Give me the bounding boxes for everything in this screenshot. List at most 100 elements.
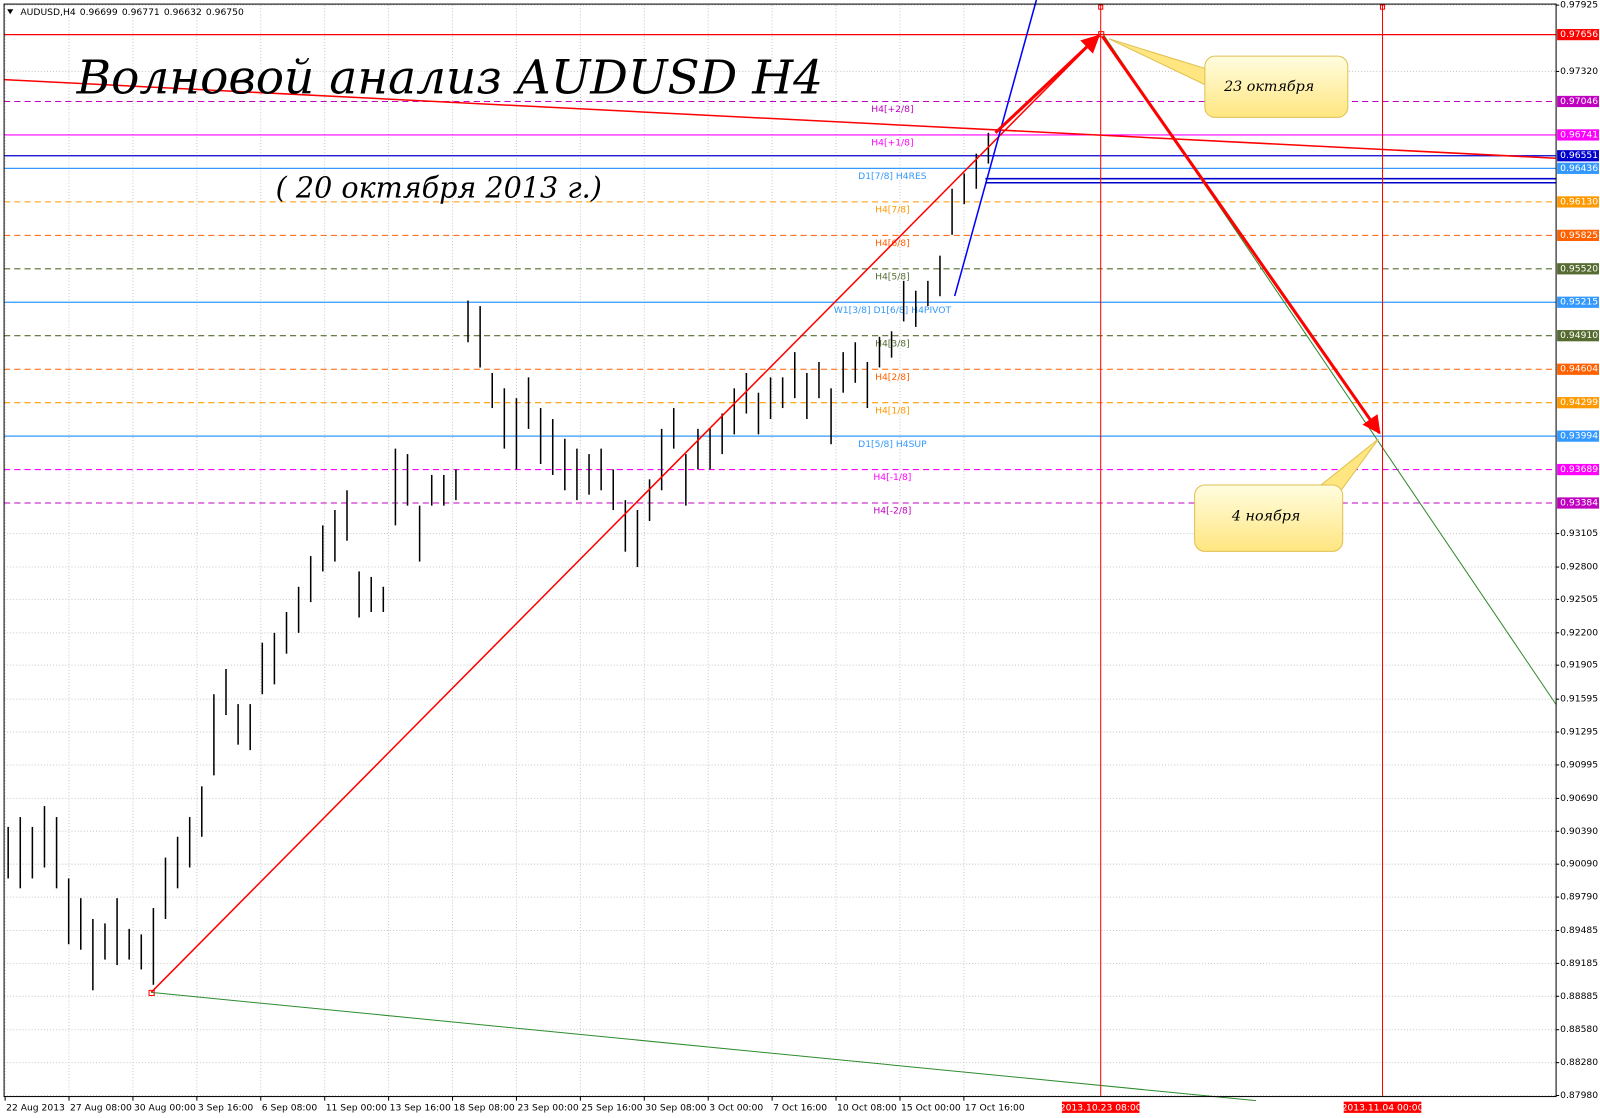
level-label: H4[-2/8] — [873, 506, 911, 517]
menu-triangle — [7, 9, 14, 15]
x-tick-label: 7 Oct 16:00 — [773, 1102, 827, 1113]
y-tick-label: 0.92800 — [1560, 562, 1598, 573]
symbol: AUDUSD,H4 — [20, 7, 75, 18]
level-price-box — [1557, 229, 1599, 241]
time-marker-box — [1061, 1101, 1140, 1113]
y-tick-label: 0.88280 — [1560, 1057, 1598, 1068]
level-price-label: 0.95520 — [1560, 263, 1598, 274]
level-price-label: 0.97046 — [1560, 96, 1598, 107]
level-label: H4[+1/8] — [871, 138, 913, 149]
level-price-box — [1557, 150, 1599, 162]
levels: H4[+2/8]H4[+1/8]D1[7/8] H4RESH4[7/8]H4[6… — [4, 33, 1557, 517]
callouts: 23 октября 4 ноября — [1108, 38, 1379, 552]
x-tick-label: 27 Aug 08:00 — [70, 1102, 132, 1113]
x-tick-label: 15 Oct 00:00 — [901, 1102, 961, 1113]
x-tick-label: 3 Sep 16:00 — [198, 1102, 254, 1113]
quote-value: 0.96699 — [80, 7, 118, 18]
level-price-box — [1557, 296, 1599, 308]
level-price-label: 0.94299 — [1560, 397, 1598, 408]
marker-handle — [148, 989, 155, 996]
x-tick-label: 18 Sep 08:00 — [454, 1102, 515, 1113]
marker-handle — [1098, 4, 1104, 10]
level-price-label: 0.96551 — [1560, 150, 1598, 161]
chart-subtitle: ( 20 октября 2013 г.) — [276, 170, 602, 204]
level-label: D1[5/8] H4SUP — [858, 439, 927, 450]
x-tick-label: 17 Oct 16:00 — [965, 1102, 1025, 1113]
y-tick-label: 0.97320 — [1560, 66, 1598, 77]
level-price-label: 0.93689 — [1560, 464, 1598, 475]
level-label: D1[7/8] H4RES — [858, 171, 927, 182]
level-price-box — [1557, 363, 1599, 375]
level-price-box — [1557, 162, 1599, 174]
quote-value: 0.96750 — [206, 7, 244, 18]
trend-line — [4, 78, 1557, 160]
y-tick-label: 0.89185 — [1560, 958, 1598, 969]
chart-title: Волновой анализ AUDUSD H4 — [76, 51, 823, 106]
y-tick-label: 0.90690 — [1560, 793, 1598, 804]
y-tick-label: 0.91905 — [1560, 660, 1598, 671]
level-price-label: 0.95825 — [1560, 230, 1598, 241]
trend-line — [151, 991, 1256, 1102]
level-price-box — [1557, 196, 1599, 208]
level-label: H4[5/8] — [875, 271, 910, 282]
level-label: H4[+2/8] — [871, 104, 913, 115]
y-tick-label: 0.90995 — [1560, 759, 1598, 770]
y-tick-label: 0.90390 — [1560, 826, 1598, 837]
trend-line — [150, 33, 1102, 993]
callout-text: 4 ноября — [1231, 509, 1300, 525]
x-tick-label: 30 Sep 08:00 — [645, 1102, 706, 1113]
level-price-box — [1557, 95, 1599, 108]
x-tick-label: 6 Sep 08:00 — [262, 1102, 318, 1113]
level-label: H4[-1/8] — [873, 472, 911, 483]
y-tick-label: 0.89790 — [1560, 892, 1598, 903]
axes: 0.97925 0.97320 0.93105 0.92800 0.92505 0.922… — [4, 0, 1599, 1113]
level-label: H4[1/8] — [875, 405, 910, 416]
y-tick-label: 0.93105 — [1560, 528, 1598, 539]
y-tick-label: 0.88580 — [1560, 1024, 1598, 1035]
y-tick-label: 0.91295 — [1560, 727, 1598, 738]
time-marker-box — [1343, 1101, 1422, 1113]
level-label: H4[2/8] — [875, 372, 910, 383]
level-price-label: 0.94910 — [1560, 330, 1598, 341]
time-marker-label: 2013.11.04 00:00 — [1342, 1102, 1424, 1113]
quote-header: AUDUSD,H4 0.96699 0.96771 0.96632 0.96750 — [20, 7, 244, 18]
forecast-arrow — [1101, 35, 1381, 435]
y-tick-label: 0.89485 — [1560, 925, 1598, 936]
quote-value: 0.96771 — [122, 7, 160, 18]
level-label: H4[3/8] — [875, 338, 910, 349]
x-tick-label: 11 Sep 00:00 — [326, 1102, 387, 1113]
level-price-label: 0.93384 — [1560, 498, 1598, 509]
y-tick-label: 0.87980 — [1560, 1090, 1598, 1101]
level-price-label: 0.96741 — [1560, 129, 1598, 140]
level-price-box — [1557, 430, 1599, 442]
level-price-label: 0.96436 — [1560, 163, 1598, 174]
level-price-label: 0.96130 — [1560, 196, 1598, 207]
level-label: W1[3/8] D1[6/8] H4PIVOT — [834, 305, 952, 316]
level-price-box — [1557, 129, 1599, 141]
level-price-box — [1557, 330, 1599, 342]
y-tick-label: 0.90090 — [1560, 859, 1598, 870]
level-price-box — [1557, 497, 1599, 509]
level-price-box — [1557, 463, 1599, 476]
y-tick-label: 0.92200 — [1560, 627, 1598, 638]
quote-value: 0.96632 — [164, 7, 202, 18]
level-price-label: 0.95215 — [1560, 297, 1598, 308]
level-label: H4[7/8] — [875, 205, 910, 216]
y-tick-label: 0.88885 — [1560, 991, 1598, 1002]
level-price-box — [1557, 263, 1599, 275]
x-tick-label: 13 Sep 16:00 — [390, 1102, 451, 1113]
grid — [4, 4, 1557, 1097]
y-tick-label: 0.97925 — [1560, 0, 1598, 11]
drawings — [4, 0, 1557, 1102]
plot-frame — [3, 3, 1557, 1098]
marker-handle — [1379, 4, 1386, 10]
level-price-label: 0.93994 — [1560, 431, 1598, 442]
x-tick-label: 3 Oct 00:00 — [709, 1102, 763, 1113]
x-tick-label: 30 Aug 00:00 — [134, 1102, 196, 1113]
level-price-label: 0.94604 — [1560, 364, 1598, 375]
level-price-box — [1557, 28, 1599, 41]
level-price-box — [1557, 397, 1599, 409]
marker-handle — [1098, 31, 1105, 38]
